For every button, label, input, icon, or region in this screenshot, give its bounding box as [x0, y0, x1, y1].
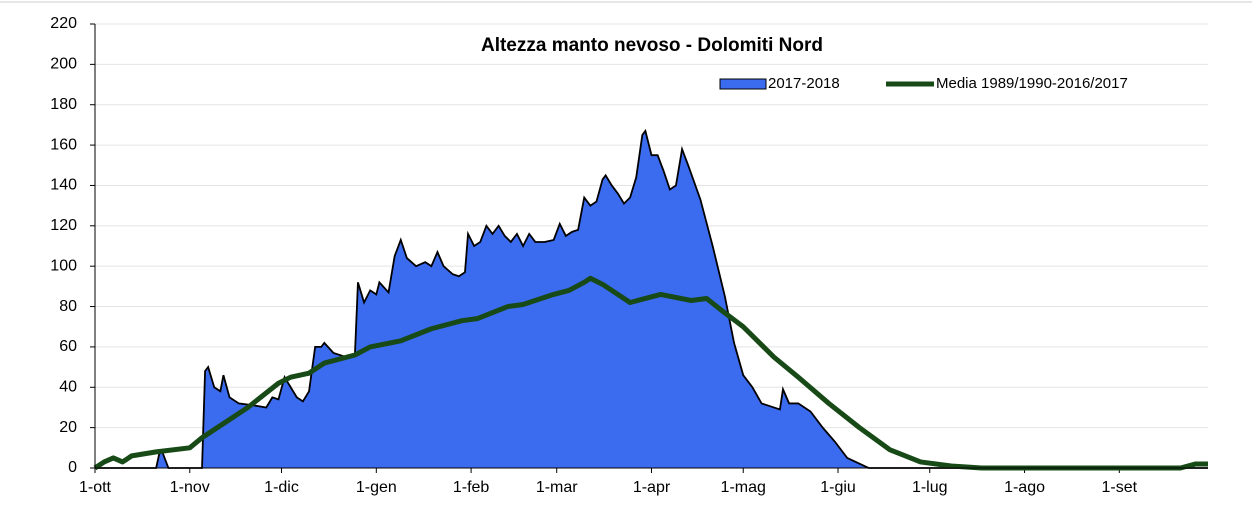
x-tick-label: 1-gen [356, 479, 397, 496]
y-tick-label: 200 [50, 56, 77, 73]
x-tick-label: 1-ott [79, 479, 112, 496]
chart-title: Altezza manto nevoso - Dolomiti Nord [481, 35, 823, 56]
y-tick-label: 40 [59, 378, 77, 395]
x-tick-label: 1-ago [1004, 479, 1045, 496]
y-tick-label: 180 [50, 96, 77, 113]
legend-label: 2017-2018 [768, 75, 840, 92]
y-tick-label: 80 [59, 298, 77, 315]
y-tick-label: 160 [50, 136, 77, 153]
x-tick-label: 1-dic [264, 479, 299, 496]
x-tick-label: 1-lug [912, 479, 948, 496]
mean-line [93, 275, 1208, 471]
x-tick-label: 1-set [1102, 479, 1138, 496]
x-tick-label: 1-mag [721, 479, 766, 496]
x-tick-label: 1-feb [453, 479, 490, 496]
y-tick-label: 100 [50, 257, 77, 274]
x-tick-label: 1-apr [633, 479, 671, 496]
y-tick-label: 60 [59, 338, 77, 355]
legend-swatch [719, 78, 767, 90]
x-tick-label: 1-mar [536, 479, 578, 496]
y-tick-label: 220 [50, 15, 77, 32]
x-tick-label: 1-giu [820, 479, 856, 496]
area-outline [95, 128, 1208, 469]
x-tick-label: 1-nov [170, 479, 210, 496]
legend-label: Media 1989/1990-2016/2017 [936, 75, 1128, 92]
area-fill [95, 130, 1208, 469]
y-tick-label: 0 [68, 459, 77, 476]
y-tick-label: 120 [50, 217, 77, 234]
y-tick-label: 20 [59, 419, 77, 436]
y-tick-label: 140 [50, 177, 77, 194]
